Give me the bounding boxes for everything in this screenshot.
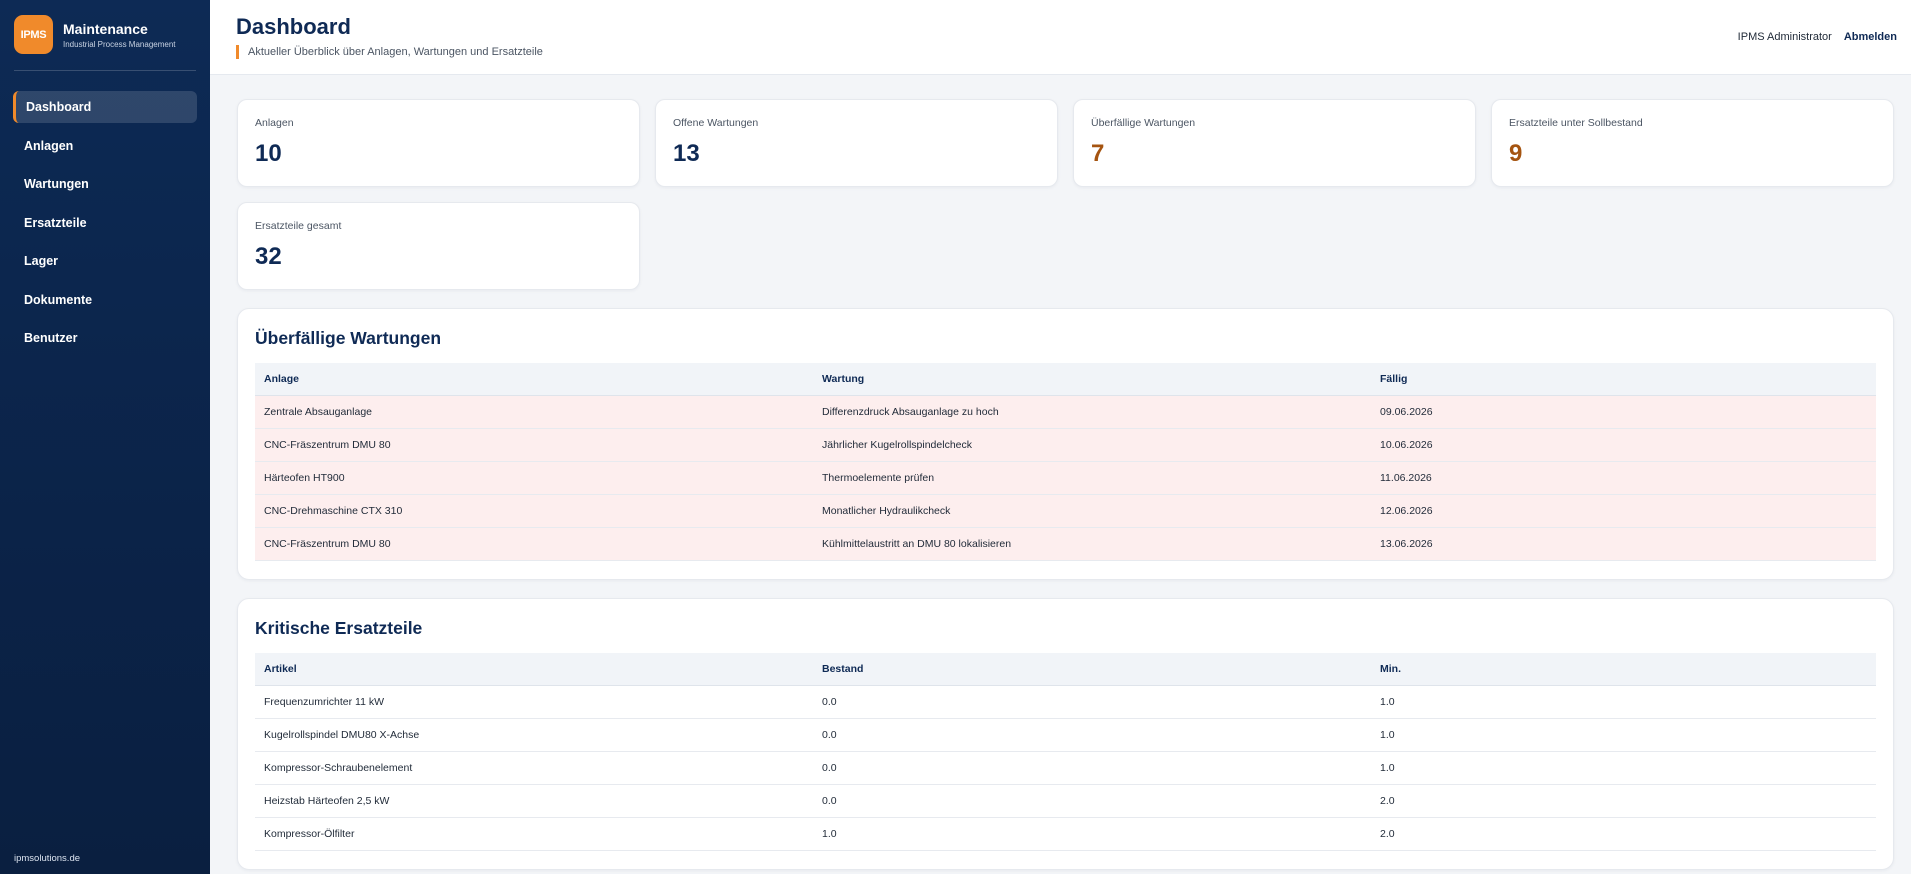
stat-label: Ersatzteile unter Sollbestand bbox=[1509, 117, 1643, 129]
column-header: Bestand bbox=[813, 653, 1371, 686]
table-row[interactable]: Härteofen HT900 Thermoelemente prüfen 11… bbox=[255, 461, 1876, 495]
stat-value: 32 bbox=[255, 243, 282, 270]
table-row[interactable]: CNC-Fräszentrum DMU 80 Jährlicher Kugelr… bbox=[255, 428, 1876, 462]
sidebar: IPMS Maintenance Industrial Process Mana… bbox=[0, 0, 210, 874]
cell-wartung: Differenzdruck Absauganlage zu hoch bbox=[813, 395, 1371, 429]
cell-bestand: 0.0 bbox=[813, 751, 1371, 785]
sidebar-item-wartungen[interactable]: Wartungen bbox=[24, 177, 89, 191]
cell-wartung: Thermoelemente prüfen bbox=[813, 461, 1371, 495]
stat-value: 7 bbox=[1091, 140, 1105, 167]
cell-faellig: 10.06.2026 bbox=[1371, 428, 1876, 462]
cell-artikel: Kugelrollspindel DMU80 X-Achse bbox=[255, 718, 813, 752]
main-content: Dashboard Aktueller Überblick über Anlag… bbox=[210, 0, 1911, 874]
cell-artikel: Kompressor-Schraubenelement bbox=[255, 751, 813, 785]
table-row[interactable]: Zentrale Absauganlage Differenzdruck Abs… bbox=[255, 395, 1876, 429]
logo: IPMS bbox=[14, 15, 53, 54]
cell-faellig: 11.06.2026 bbox=[1371, 461, 1876, 495]
stat-card-offene-wartungen: Offene Wartungen 13 bbox=[655, 99, 1058, 187]
cell-wartung: Monatlicher Hydraulikcheck bbox=[813, 494, 1371, 528]
sidebar-nav: Dashboard Anlagen Wartungen Ersatzteile … bbox=[0, 71, 210, 354]
cell-anlage: CNC-Fräszentrum DMU 80 bbox=[255, 428, 813, 462]
cell-min: 2.0 bbox=[1371, 817, 1876, 851]
cell-min: 1.0 bbox=[1371, 718, 1876, 752]
cell-bestand: 0.0 bbox=[813, 784, 1371, 818]
overdue-table: Anlage Wartung Fällig Zentrale Absauganl… bbox=[255, 363, 1876, 561]
sidebar-item-dokumente[interactable]: Dokumente bbox=[24, 292, 93, 307]
table-row[interactable]: Frequenzumrichter 11 kW 0.0 1.0 bbox=[255, 685, 1876, 719]
brand-subtitle: Industrial Process Management bbox=[63, 39, 176, 49]
cell-wartung: Jährlicher Kugelrollspindelcheck bbox=[813, 428, 1371, 462]
stat-value: 9 bbox=[1509, 140, 1523, 167]
critical-parts-table: Artikel Bestand Min. Frequenzumrichter 1… bbox=[255, 653, 1876, 851]
panel-title: Kritische Ersatzteile bbox=[255, 618, 423, 638]
logout-link[interactable]: Abmelden bbox=[1843, 31, 1897, 43]
column-header: Artikel bbox=[255, 653, 813, 686]
cell-faellig: 09.06.2026 bbox=[1371, 395, 1876, 429]
overdue-maintenance-panel: Überfällige Wartungen Anlage Wartung Fäl… bbox=[237, 308, 1894, 580]
cell-min: 1.0 bbox=[1371, 751, 1876, 785]
column-header: Wartung bbox=[813, 363, 1371, 396]
column-header: Anlage bbox=[255, 363, 813, 396]
table-header-row: Artikel Bestand Min. bbox=[255, 653, 1876, 686]
cell-artikel: Frequenzumrichter 11 kW bbox=[255, 685, 813, 719]
user-name: IPMS Administrator bbox=[1737, 31, 1832, 43]
brand[interactable]: IPMS Maintenance Industrial Process Mana… bbox=[0, 0, 210, 70]
cell-artikel: Heizstab Härteofen 2,5 kW bbox=[255, 784, 813, 818]
panel-title: Überfällige Wartungen bbox=[255, 328, 442, 348]
table-row[interactable]: CNC-Fräszentrum DMU 80 Kühlmittelaustrit… bbox=[255, 527, 1876, 561]
stat-card-ueberfaellige-wartungen: Überfällige Wartungen 7 bbox=[1073, 99, 1476, 187]
stat-label: Offene Wartungen bbox=[673, 117, 759, 129]
table-row[interactable]: Kugelrollspindel DMU80 X-Achse 0.0 1.0 bbox=[255, 718, 1876, 752]
sidebar-divider bbox=[14, 70, 196, 71]
stat-card-ersatzteile-unter-soll: Ersatzteile unter Sollbestand 9 bbox=[1491, 99, 1894, 187]
cell-anlage: CNC-Fräszentrum DMU 80 bbox=[255, 527, 813, 561]
cell-min: 2.0 bbox=[1371, 784, 1876, 818]
column-header: Min. bbox=[1371, 653, 1876, 686]
stat-label: Überfällige Wartungen bbox=[1091, 117, 1196, 129]
page-subtitle: Aktueller Überblick über Anlagen, Wartun… bbox=[236, 45, 543, 59]
stat-cards: Anlagen 10 Offene Wartungen 13 Überfälli… bbox=[237, 99, 1894, 290]
cell-min: 1.0 bbox=[1371, 685, 1876, 719]
table-row[interactable]: Kompressor-Schraubenelement 0.0 1.0 bbox=[255, 751, 1876, 785]
cell-faellig: 12.06.2026 bbox=[1371, 494, 1876, 528]
sidebar-item-anlagen[interactable]: Anlagen bbox=[24, 138, 74, 153]
stat-value: 10 bbox=[255, 140, 282, 167]
table-header-row: Anlage Wartung Fällig bbox=[255, 363, 1876, 396]
cell-artikel: Kompressor-Ölfilter bbox=[255, 817, 813, 851]
sidebar-item-benutzer[interactable]: Benutzer bbox=[24, 331, 78, 345]
column-header: Fällig bbox=[1371, 363, 1876, 396]
sidebar-item-lager[interactable]: Lager bbox=[24, 254, 59, 268]
stat-card-ersatzteile-gesamt: Ersatzteile gesamt 32 bbox=[237, 202, 640, 290]
cell-anlage: Härteofen HT900 bbox=[255, 461, 813, 495]
stat-card-anlagen: Anlagen 10 bbox=[237, 99, 640, 187]
sidebar-item-ersatzteile[interactable]: Ersatzteile bbox=[24, 215, 87, 230]
critical-parts-panel: Kritische Ersatzteile Artikel Bestand Mi… bbox=[237, 598, 1894, 870]
stat-label: Ersatzteile gesamt bbox=[255, 220, 342, 232]
user-area: IPMS Administrator Abmelden bbox=[1738, 31, 1897, 43]
page-title: Dashboard bbox=[236, 14, 351, 39]
stat-label: Anlagen bbox=[255, 117, 294, 129]
brand-title: Maintenance bbox=[63, 20, 148, 37]
sidebar-item-dashboard[interactable]: Dashboard bbox=[13, 91, 197, 123]
cell-faellig: 13.06.2026 bbox=[1371, 527, 1876, 561]
topbar: Dashboard Aktueller Überblick über Anlag… bbox=[210, 0, 1911, 75]
sidebar-footer-link[interactable]: ipmsolutions.de bbox=[14, 853, 81, 864]
cell-anlage: Zentrale Absauganlage bbox=[255, 395, 813, 429]
table-row[interactable]: Heizstab Härteofen 2,5 kW 0.0 2.0 bbox=[255, 784, 1876, 818]
cell-bestand: 1.0 bbox=[813, 817, 1371, 851]
table-row[interactable]: CNC-Drehmaschine CTX 310 Monatlicher Hyd… bbox=[255, 494, 1876, 528]
cell-bestand: 0.0 bbox=[813, 685, 1371, 719]
stat-value: 13 bbox=[673, 140, 700, 167]
cell-anlage: CNC-Drehmaschine CTX 310 bbox=[255, 494, 813, 528]
cell-bestand: 0.0 bbox=[813, 718, 1371, 752]
table-row[interactable]: Kompressor-Ölfilter 1.0 2.0 bbox=[255, 817, 1876, 851]
cell-wartung: Kühlmittelaustritt an DMU 80 lokalisiere… bbox=[813, 527, 1371, 561]
